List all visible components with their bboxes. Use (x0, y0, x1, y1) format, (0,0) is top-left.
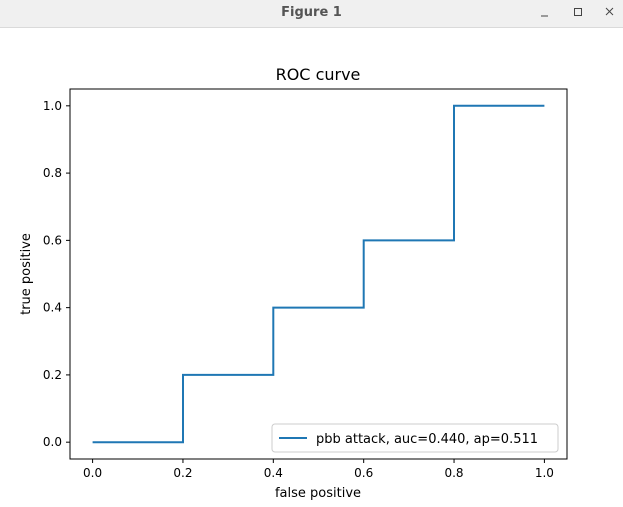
x-tick-label: 0.4 (264, 466, 283, 480)
roc-series-line-0 (92, 104, 545, 444)
window-titlebar[interactable]: Figure 1 (0, 0, 623, 28)
series-layer (92, 104, 545, 444)
figure-canvas[interactable]: ROC curve 0.0 0.2 0.4 0.6 0.8 1.0 0.0 0.2 0.4 0.… (0, 28, 623, 507)
axes-frame (69, 88, 568, 460)
y-axis-ticks: 0.0 0.2 0.4 0.6 0.8 1.0 (43, 99, 70, 449)
close-button[interactable] (598, 2, 622, 24)
plot-area: 0.0 0.2 0.4 0.6 0.8 1.0 0.0 0.2 0.4 0.6 0.8 1.0 (43, 88, 568, 480)
y-tick-label: 0.6 (43, 233, 62, 247)
x-tick-label: 0.2 (173, 466, 192, 480)
legend-entry-label: pbb attack, auc=0.440, ap=0.511 (316, 432, 538, 447)
y-tick-label: 1.0 (43, 99, 62, 113)
legend: pbb attack, auc=0.440, ap=0.511 (271, 423, 559, 453)
minimize-button[interactable] (533, 2, 557, 24)
y-axis-label: true positive (19, 233, 34, 315)
y-tick-label: 0.8 (43, 166, 62, 180)
maximize-icon (574, 8, 582, 16)
roc-chart: ROC curve 0.0 0.2 0.4 0.6 0.8 1.0 0.00.20.40.… (19, 65, 568, 501)
x-tick-label: 0.6 (354, 466, 373, 480)
x-axis-ticks: 0.0 0.2 0.4 0.6 0.8 1.0 (83, 459, 554, 480)
x-axis-label: false positive (275, 486, 361, 501)
legend-box (271, 423, 559, 453)
window-title: Figure 1 (281, 5, 342, 20)
chart-title: ROC curve (276, 65, 361, 84)
x-tick-label: 1.0 (535, 466, 554, 480)
y-tick-label: 0.4 (43, 301, 62, 315)
close-icon (605, 7, 614, 16)
y-tick-label: 0.0 (43, 435, 62, 449)
x-tick-label: 0.0 (83, 466, 102, 480)
maximize-button[interactable] (566, 2, 590, 24)
x-tick-label: 0.8 (444, 466, 463, 480)
minimize-icon (541, 15, 548, 17)
y-tick-label: 0.2 (43, 368, 62, 382)
